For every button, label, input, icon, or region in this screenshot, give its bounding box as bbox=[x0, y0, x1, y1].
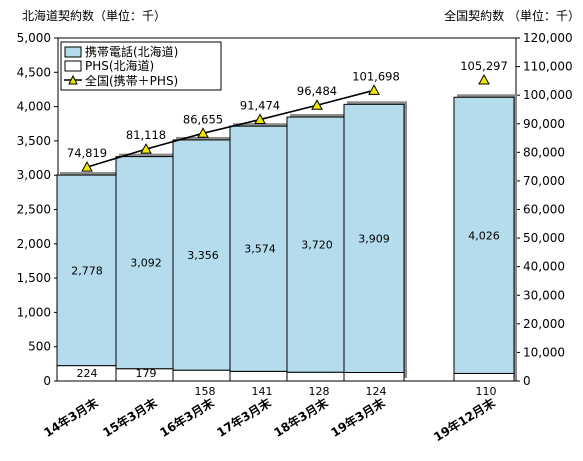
national-point-marker bbox=[311, 99, 323, 110]
y-right-tick-label: 40,000 bbox=[523, 260, 565, 274]
phs-value-label: 110 bbox=[476, 385, 497, 398]
y-left-tick-label: 1,000 bbox=[17, 305, 51, 319]
category-label: 18年3月末 bbox=[271, 394, 332, 440]
category-label: 16年3月末 bbox=[157, 394, 218, 440]
bar-phs-segment bbox=[286, 371, 348, 382]
national-value-label: 86,655 bbox=[183, 112, 223, 126]
y-right-tick-label: 20,000 bbox=[523, 317, 565, 331]
legend-box bbox=[60, 41, 222, 91]
y-right-tick-label: 60,000 bbox=[523, 203, 565, 217]
national-point-marker bbox=[478, 73, 490, 85]
y-left-tick-label: 4,500 bbox=[17, 65, 51, 79]
bar-phs-segment bbox=[453, 372, 515, 382]
bar-mobile-segment bbox=[172, 139, 234, 371]
category-label: 19年12月末 bbox=[431, 394, 499, 444]
bar-mobile-segment bbox=[286, 116, 348, 373]
y-left-tick-label: 0 bbox=[43, 374, 51, 388]
national-value-label: 74,819 bbox=[67, 146, 107, 160]
y-right-axis-title: 全国契約数 （単位：千） bbox=[444, 8, 580, 23]
phs-value-label: 128 bbox=[309, 385, 330, 398]
bar-phs-segment bbox=[343, 371, 405, 382]
phs-value-label: 158 bbox=[195, 385, 216, 398]
bar-mobile-segment bbox=[229, 125, 291, 372]
mobile-value-label: 3,356 bbox=[187, 249, 219, 262]
y-right-tick-label: 0 bbox=[523, 374, 531, 388]
bar-mobile-segment bbox=[343, 103, 405, 373]
legend-swatch-mobile bbox=[64, 46, 82, 58]
y-right-tick-label: 90,000 bbox=[523, 117, 565, 131]
y-right-tick-label: 70,000 bbox=[523, 174, 565, 188]
y-left-tick-label: 1,500 bbox=[17, 271, 51, 285]
national-point-marker bbox=[140, 143, 152, 154]
plot-area: 0 500 1,000 1,500 2,000 2,500 3,000 3,500 4,000 4… bbox=[17, 31, 573, 444]
bar-mobile-segment bbox=[115, 156, 177, 370]
y-right-tick-label: 120,000 bbox=[523, 31, 573, 45]
phs-value-label: 179 bbox=[136, 367, 157, 380]
y-right-tick-label: 10,000 bbox=[523, 345, 565, 359]
bar-phs-segment bbox=[172, 369, 234, 382]
mobile-value-label: 3,720 bbox=[301, 239, 333, 252]
y-right-tick-label: 110,000 bbox=[523, 60, 573, 74]
legend: 携帯電話(北海道)PHS(北海道)全国(携帯＋PHS) bbox=[60, 41, 222, 91]
y-left-tick-label: 3,500 bbox=[17, 134, 51, 148]
y-left-tick-label: 500 bbox=[28, 340, 51, 354]
mobile-value-label: 3,092 bbox=[130, 257, 162, 270]
y-left-tick-label: 3,000 bbox=[17, 168, 51, 182]
national-point-marker bbox=[197, 127, 209, 138]
national-value-label: 101,698 bbox=[352, 69, 400, 83]
phs-value-label: 224 bbox=[77, 367, 98, 380]
phs-value-label: 141 bbox=[252, 385, 273, 398]
national-point-marker bbox=[368, 84, 380, 95]
y-right-tick-label: 50,000 bbox=[523, 231, 565, 245]
national-point-marker bbox=[254, 113, 266, 125]
legend-marker-national bbox=[68, 74, 78, 85]
y-left-tick-label: 4,000 bbox=[17, 100, 51, 114]
national-series-line bbox=[86, 89, 375, 168]
mobile-value-label: 4,026 bbox=[468, 229, 500, 242]
y-left-axis-title: 北海道契約数（単位：千） bbox=[22, 8, 166, 23]
mobile-value-label: 2,778 bbox=[71, 264, 103, 277]
y-left-tick-label: 2,500 bbox=[17, 203, 51, 217]
category-label: 14年3月末 bbox=[41, 394, 102, 440]
category-label: 15年3月末 bbox=[100, 394, 161, 440]
bar-mobile-segment bbox=[453, 96, 515, 374]
bar-mobile-segment bbox=[56, 174, 118, 367]
y-right-tick-label: 80,000 bbox=[523, 145, 565, 159]
national-value-label: 81,118 bbox=[126, 128, 166, 142]
phs-value-label: 124 bbox=[366, 385, 387, 398]
y-right-tick-label: 30,000 bbox=[523, 288, 565, 302]
category-label: 19年3月末 bbox=[328, 394, 389, 440]
mobile-value-label: 3,574 bbox=[244, 243, 276, 256]
y-left-tick-label: 5,000 bbox=[17, 31, 51, 45]
legend-label-phs: PHS(北海道) bbox=[85, 58, 154, 73]
national-point-marker bbox=[81, 161, 93, 172]
legend-swatch-phs bbox=[64, 60, 82, 72]
legend-label-mobile: 携帯電話(北海道) bbox=[85, 44, 178, 59]
national-value-label: 96,484 bbox=[297, 84, 337, 98]
y-left-tick-label: 2,000 bbox=[17, 237, 51, 251]
category-label: 17年3月末 bbox=[214, 394, 275, 440]
bar-phs-segment bbox=[229, 370, 291, 382]
legend-label-national: 全国(携帯＋PHS) bbox=[85, 73, 178, 88]
mobile-value-label: 3,909 bbox=[358, 232, 390, 245]
national-value-label: 105,297 bbox=[460, 59, 508, 73]
national-value-label: 91,474 bbox=[240, 99, 280, 113]
y-right-tick-label: 100,000 bbox=[523, 88, 573, 102]
